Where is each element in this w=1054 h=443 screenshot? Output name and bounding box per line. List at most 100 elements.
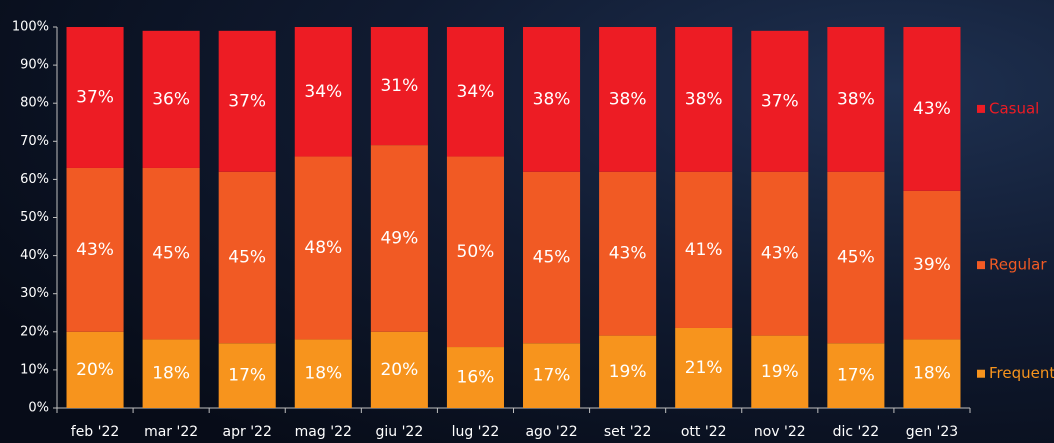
data-label: 43% xyxy=(76,240,114,260)
y-tick-label: 40% xyxy=(20,248,49,263)
bar-segment xyxy=(599,171,657,336)
y-tick-label: 80% xyxy=(20,96,49,111)
legend-label: Regular xyxy=(989,256,1047,274)
data-label: 31% xyxy=(380,76,418,96)
y-tick-label: 70% xyxy=(20,134,49,149)
data-label: 41% xyxy=(685,240,723,260)
bar-segment xyxy=(827,27,885,172)
bar-segment xyxy=(903,27,961,191)
data-label: 38% xyxy=(609,89,647,109)
y-tick-label: 20% xyxy=(20,324,49,339)
bar-segment xyxy=(675,327,733,408)
data-label: 45% xyxy=(837,248,875,268)
bar-segment xyxy=(142,167,200,340)
data-label: 37% xyxy=(76,87,114,107)
bar-segment xyxy=(751,335,809,408)
data-label: 18% xyxy=(152,364,190,384)
bar-segment xyxy=(903,339,961,408)
bar-segment xyxy=(599,27,657,172)
bar-segment xyxy=(370,331,428,408)
data-label: 37% xyxy=(761,91,799,111)
bar-segment xyxy=(370,145,428,332)
bar-segment xyxy=(903,190,961,340)
data-label: 19% xyxy=(761,362,799,382)
y-tick-label: 30% xyxy=(20,286,49,301)
data-label: 34% xyxy=(304,82,342,102)
data-label: 16% xyxy=(457,368,495,388)
y-tick-label: 50% xyxy=(20,210,49,225)
data-label: 45% xyxy=(228,248,266,268)
data-label: 21% xyxy=(685,358,723,378)
bar-segment xyxy=(218,343,276,408)
y-tick-label: 60% xyxy=(20,172,49,187)
x-tick-label: mag '22 xyxy=(295,424,352,440)
data-label: 37% xyxy=(228,91,266,111)
bar-segment xyxy=(294,339,352,408)
bar-segment xyxy=(446,347,504,408)
data-label: 38% xyxy=(685,89,723,109)
bar-segment xyxy=(218,171,276,344)
bar-segment xyxy=(142,30,200,168)
data-label: 17% xyxy=(228,366,266,386)
y-tick-label: 100% xyxy=(12,20,49,35)
legend-swatch xyxy=(977,369,985,378)
bar-segment xyxy=(523,343,581,408)
x-tick-label: ott '22 xyxy=(681,424,727,440)
data-label: 18% xyxy=(913,364,951,384)
x-tick-label: mar '22 xyxy=(144,424,198,440)
legend-label: Frequent xyxy=(989,364,1054,382)
data-label: 43% xyxy=(913,99,951,119)
x-tick-label: dic '22 xyxy=(833,424,880,440)
bar-segment xyxy=(675,171,733,328)
bar-segment xyxy=(66,167,124,332)
x-tick-label: lug '22 xyxy=(452,424,500,440)
data-label: 43% xyxy=(761,244,799,264)
data-label: 17% xyxy=(533,366,571,386)
data-label: 18% xyxy=(304,364,342,384)
bar-segment xyxy=(66,331,124,408)
x-tick-label: ago '22 xyxy=(525,424,577,440)
data-label: 45% xyxy=(152,244,190,264)
data-label: 39% xyxy=(913,255,951,275)
bar-segment xyxy=(446,156,504,348)
data-label: 49% xyxy=(380,228,418,248)
data-label: 36% xyxy=(152,89,190,109)
data-label: 20% xyxy=(380,360,418,380)
data-label: 38% xyxy=(533,89,571,109)
data-label: 19% xyxy=(609,362,647,382)
data-label: 45% xyxy=(533,248,571,268)
bar-segment xyxy=(370,27,428,146)
y-tick-label: 10% xyxy=(20,362,49,377)
bar-segment xyxy=(827,343,885,408)
data-label: 17% xyxy=(837,366,875,386)
x-tick-label: giu '22 xyxy=(375,424,423,440)
bar-segment xyxy=(523,171,581,344)
x-tick-label: nov '22 xyxy=(754,424,806,440)
y-tick-label: 90% xyxy=(20,58,49,73)
bar-segment xyxy=(294,156,352,340)
x-tick-label: apr '22 xyxy=(223,424,272,440)
bar-segment xyxy=(675,27,733,172)
bar-segment xyxy=(751,30,809,172)
data-label: 48% xyxy=(304,238,342,258)
bar-segment xyxy=(294,27,352,157)
y-tick-label: 0% xyxy=(28,401,49,416)
bar-segment xyxy=(827,171,885,344)
legend-swatch xyxy=(977,261,985,270)
x-tick-label: set '22 xyxy=(604,424,652,440)
data-label: 34% xyxy=(457,82,495,102)
bar-segment xyxy=(446,27,504,157)
bar-segment xyxy=(523,27,581,172)
x-tick-label: gen '23 xyxy=(906,424,959,440)
data-label: 38% xyxy=(837,89,875,109)
data-label: 50% xyxy=(457,242,495,262)
data-label: 43% xyxy=(609,244,647,264)
bar-segment xyxy=(218,30,276,172)
bar-segment xyxy=(751,171,809,336)
legend-label: Casual xyxy=(989,99,1039,117)
bar-segment xyxy=(599,335,657,408)
bar-segment xyxy=(66,27,124,168)
data-label: 20% xyxy=(76,360,114,380)
legend-swatch xyxy=(977,104,985,113)
